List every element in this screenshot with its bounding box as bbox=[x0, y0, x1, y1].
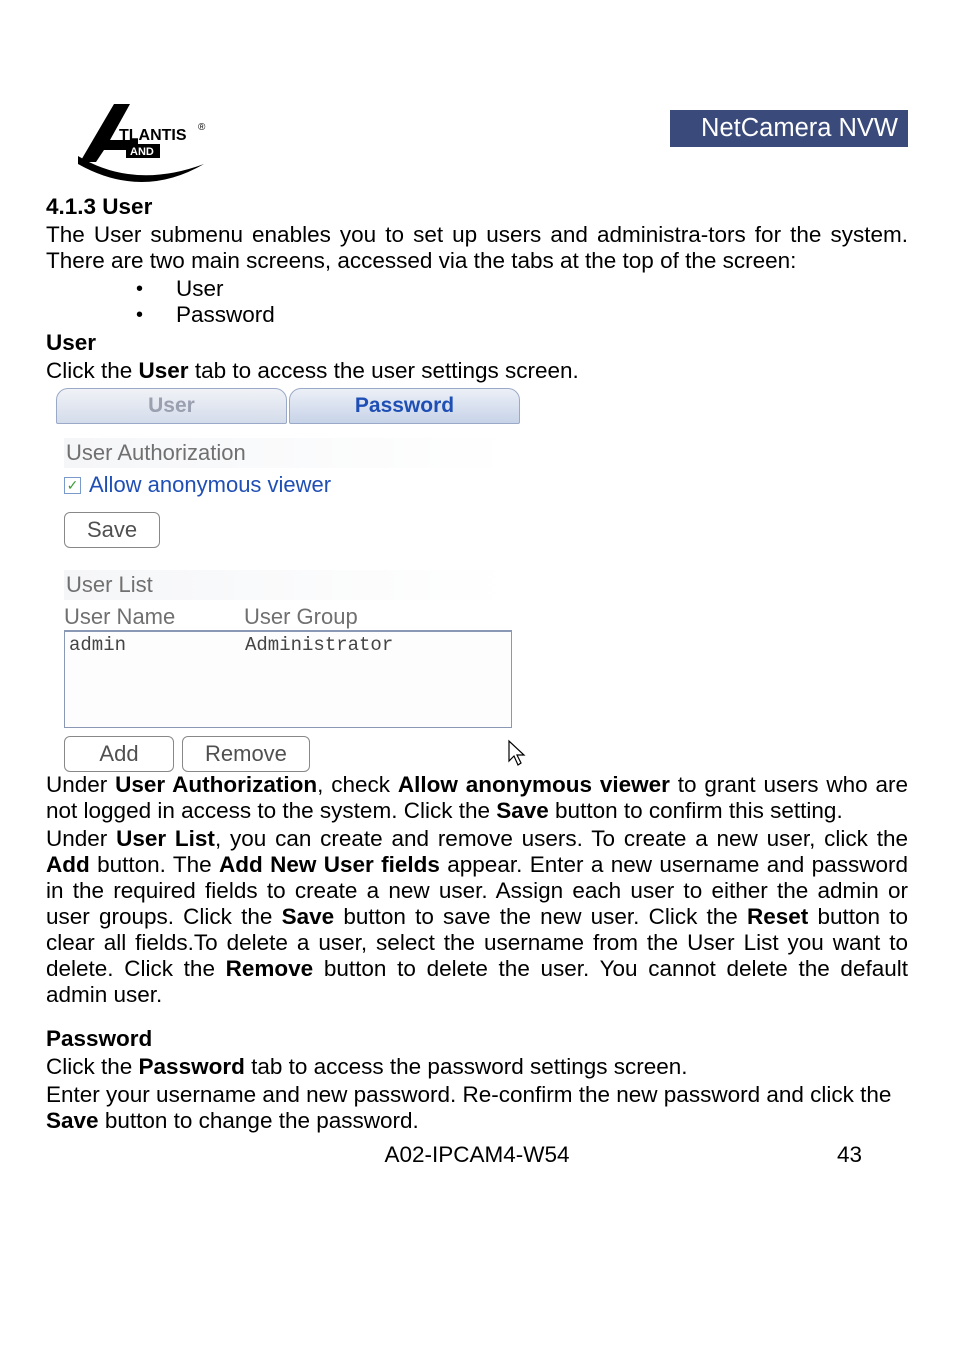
brand-logo: TLANTIS ® AND bbox=[76, 100, 206, 192]
user-list-box[interactable]: admin Administrator bbox=[64, 632, 512, 728]
product-title: NetCamera NVW bbox=[670, 110, 908, 147]
user-settings-ui: User Password User Authorization ✓ Allow… bbox=[56, 388, 520, 772]
bullet-password: Password bbox=[136, 302, 908, 328]
page-number: 43 bbox=[837, 1142, 862, 1168]
col-user-name: User Name bbox=[64, 604, 244, 630]
svg-text:AND: AND bbox=[130, 146, 154, 158]
heading-user: User bbox=[46, 330, 908, 356]
heading-password: Password bbox=[46, 1026, 908, 1052]
intro-text: The User submenu enables you to set up u… bbox=[46, 222, 908, 274]
heading-413-user: 4.1.3 User bbox=[46, 194, 908, 220]
svg-text:®: ® bbox=[198, 122, 206, 133]
user-list-heading: User List bbox=[64, 570, 512, 600]
cursor-icon bbox=[506, 739, 530, 774]
remove-button[interactable]: Remove bbox=[182, 736, 310, 772]
save-button[interactable]: Save bbox=[64, 512, 160, 548]
allow-anonymous-checkbox[interactable]: ✓ bbox=[64, 477, 81, 494]
user-authorization-heading: User Authorization bbox=[64, 438, 512, 468]
svg-text:TLANTIS: TLANTIS bbox=[119, 127, 187, 144]
cell-user-name: admin bbox=[69, 634, 245, 656]
user-auth-paragraph: Under User Authorization, check Allow an… bbox=[46, 772, 908, 824]
user-list-paragraph: Under User List, you can create and remo… bbox=[46, 826, 908, 1008]
add-button[interactable]: Add bbox=[64, 736, 174, 772]
cell-user-group: Administrator bbox=[245, 634, 507, 656]
password-click-text: Click the Password tab to access the pas… bbox=[46, 1054, 908, 1080]
allow-anonymous-label: Allow anonymous viewer bbox=[89, 472, 331, 498]
doc-code: A02-IPCAM4-W54 bbox=[384, 1142, 569, 1167]
table-row[interactable]: admin Administrator bbox=[69, 634, 507, 656]
user-click-text: Click the User tab to access the user se… bbox=[46, 358, 908, 384]
tab-password[interactable]: Password bbox=[289, 388, 520, 424]
bullet-user: User bbox=[136, 276, 908, 302]
password-body-text: Enter your username and new password. Re… bbox=[46, 1082, 908, 1134]
tab-user[interactable]: User bbox=[56, 388, 287, 424]
col-user-group: User Group bbox=[244, 604, 512, 630]
